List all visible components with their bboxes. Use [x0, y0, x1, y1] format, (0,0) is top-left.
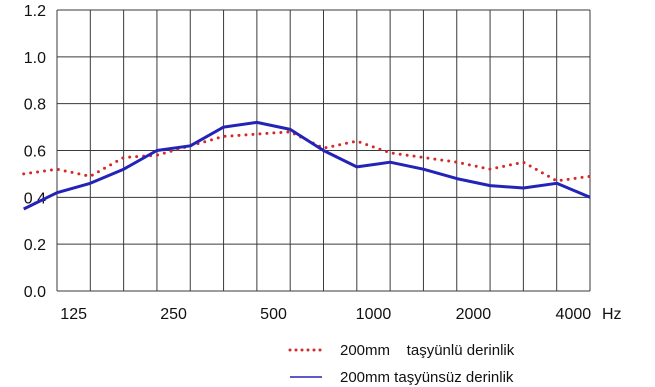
x-tick-label: 250 [160, 306, 187, 323]
legend-label-tasyunlu: 200mm taşyünlü derinlik [340, 342, 515, 359]
y-axis-ticks: 0.0 0.2 0.4 0.6 0.8 1.0 1.2 [24, 3, 46, 301]
y-tick-label: 1.0 [24, 50, 46, 67]
y-tick-label: 0.2 [24, 237, 46, 254]
series-line-tasyunsuz [23, 120, 591, 211]
x-tick-label: 4000 [556, 306, 592, 323]
x-axis-unit: Hz [602, 306, 622, 323]
y-tick-label: 0.0 [24, 284, 46, 301]
y-tick-label: 0.6 [24, 144, 46, 161]
x-tick-label: 2000 [456, 306, 492, 323]
x-tick-label: 125 [60, 306, 87, 323]
x-axis-ticks: 125 250 500 1000 2000 4000 [60, 306, 591, 323]
y-tick-label: 1.2 [24, 3, 46, 20]
legend: 200mm taşyünlü derinlik 200mm taşyünsüz … [288, 342, 515, 386]
legend-label-tasyunsuz: 200mm taşyünsüz derinlik [340, 369, 514, 386]
x-tick-label: 500 [260, 306, 287, 323]
x-tick-label: 1000 [356, 306, 392, 323]
y-tick-label: 0.4 [24, 190, 46, 207]
y-tick-label: 0.8 [24, 97, 46, 114]
series-lines [22, 120, 592, 211]
grid [56, 9, 591, 292]
